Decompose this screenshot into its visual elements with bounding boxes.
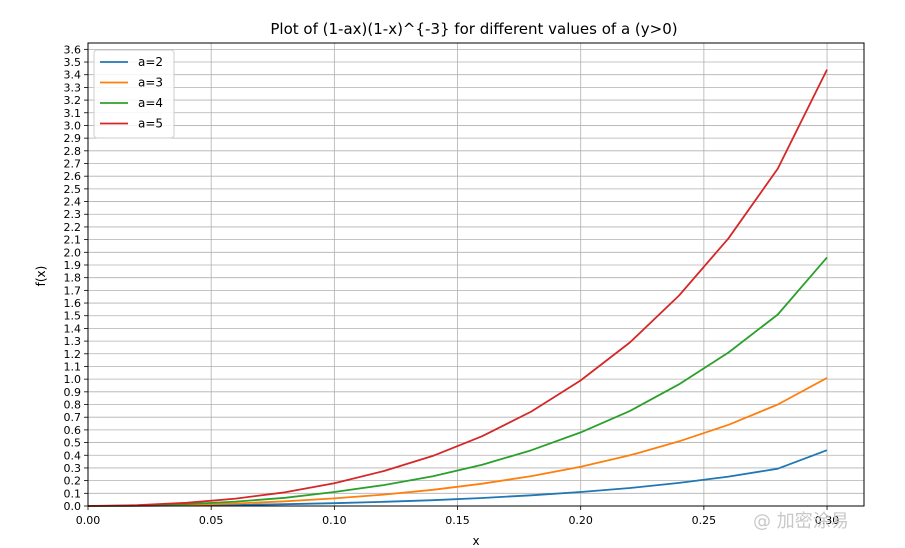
- series-line-a=2: [87, 449, 828, 507]
- y-tick-label: 2.8: [64, 145, 82, 158]
- series-lines: [87, 69, 828, 507]
- x-axis-label: x: [472, 534, 479, 548]
- y-tick-label: 2.1: [64, 234, 82, 247]
- y-tick-label: 3.2: [64, 94, 82, 107]
- y-tick-label: 2.2: [64, 221, 82, 234]
- series-line-a=4: [87, 256, 828, 507]
- chart-title: Plot of (1-ax)(1-x)^{-3} for different v…: [270, 20, 677, 38]
- y-tick-label: 2.9: [64, 132, 82, 145]
- x-ticks: 0.00 0.05 0.10 0.15 0.20 0.25 0.30: [76, 506, 840, 527]
- watermark: @ 加密涂易: [753, 511, 849, 532]
- legend-label: a=5: [138, 117, 163, 131]
- legend: a=2 a=3 a=4 a=5: [93, 49, 175, 139]
- legend-label: a=2: [138, 55, 163, 69]
- y-tick-label: 0.5: [64, 437, 82, 450]
- y-tick-label: 1.4: [64, 322, 82, 335]
- y-tick-label: 1.5: [64, 310, 82, 323]
- y-tick-label: 1.1: [64, 360, 82, 373]
- y-tick-label: 0.0: [64, 500, 82, 513]
- y-tick-label: 1.0: [64, 373, 82, 386]
- y-tick-label: 0.1: [64, 487, 82, 500]
- y-tick-label: 1.2: [64, 348, 82, 361]
- x-tick-label: 0.05: [199, 514, 224, 527]
- x-tick-label: 0.25: [692, 514, 717, 527]
- series-line-a=3: [87, 377, 828, 507]
- y-tick-label: 3.3: [64, 81, 82, 94]
- y-tick-label: 0.3: [64, 462, 82, 475]
- y-tick-label: 2.5: [64, 183, 82, 196]
- y-tick-label: 3.1: [64, 107, 82, 120]
- y-tick-label: 2.7: [64, 158, 82, 171]
- y-tick-label: 0.4: [64, 449, 82, 462]
- y-axis-label: f(x): [34, 266, 48, 287]
- y-tick-label: 2.4: [64, 196, 82, 209]
- series-line-a=5: [87, 69, 828, 507]
- legend-label: a=3: [138, 76, 163, 90]
- y-tick-label: 3.5: [64, 56, 82, 69]
- grid-lines: [87, 43, 864, 507]
- x-tick-label: 0.30: [815, 514, 840, 527]
- y-tick-label: 0.9: [64, 386, 82, 399]
- y-tick-label: 2.3: [64, 208, 82, 221]
- y-tick-label: 3.6: [64, 43, 82, 56]
- x-tick-label: 0.20: [568, 514, 593, 527]
- y-tick-label: 3.0: [64, 119, 82, 132]
- y-tick-label: 1.7: [64, 284, 82, 297]
- y-tick-label: 0.8: [64, 399, 82, 412]
- y-tick-label: 1.9: [64, 259, 82, 272]
- y-tick-label: 1.8: [64, 272, 82, 285]
- y-ticks: 0.00.10.20.30.40.50.60.70.80.91.01.11.21…: [64, 43, 88, 513]
- x-tick-label: 0.10: [322, 514, 347, 527]
- y-tick-label: 2.6: [64, 170, 82, 183]
- y-tick-label: 3.4: [64, 69, 82, 82]
- y-tick-label: 0.2: [64, 475, 82, 488]
- y-tick-label: 0.6: [64, 424, 82, 437]
- y-tick-label: 0.7: [64, 411, 82, 424]
- y-tick-label: 1.3: [64, 335, 82, 348]
- legend-box: [93, 49, 175, 139]
- y-tick-label: 1.6: [64, 297, 82, 310]
- plot-frame: [87, 42, 865, 507]
- y-tick-label: 2.0: [64, 246, 82, 259]
- x-tick-label: 0.00: [76, 514, 101, 527]
- legend-label: a=4: [138, 96, 163, 110]
- x-tick-label: 0.15: [445, 514, 470, 527]
